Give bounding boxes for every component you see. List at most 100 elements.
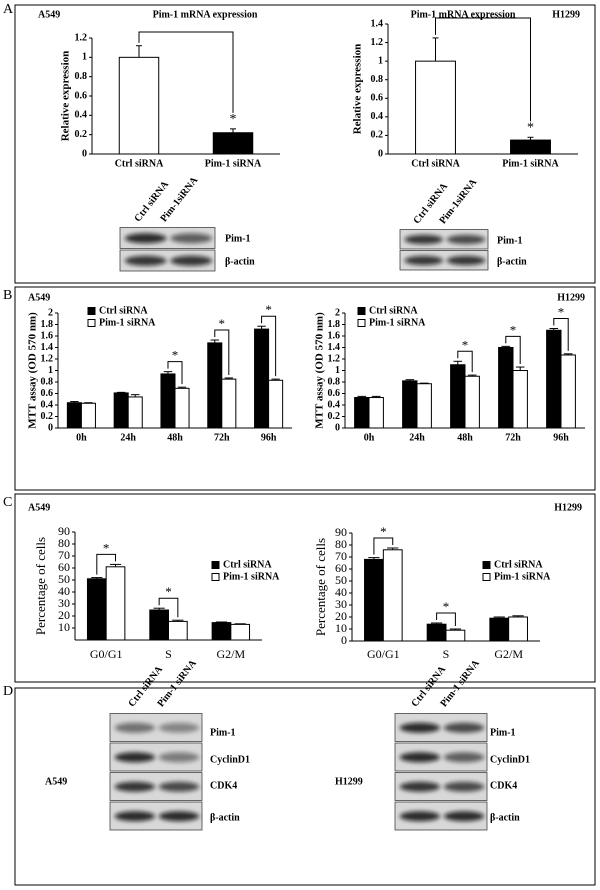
panel-letter: B — [3, 288, 12, 303]
legend-swatch — [482, 573, 491, 581]
bar — [508, 616, 528, 642]
y-tick-label: 70 — [335, 549, 347, 563]
bar — [382, 549, 403, 642]
blot-band — [446, 255, 486, 266]
significance-star: * — [527, 121, 534, 136]
significance-bracket — [373, 537, 394, 555]
y-axis-label: MTT assay (OD 570 nm) — [314, 312, 326, 429]
x-tick-label: 72h — [505, 432, 521, 443]
blot-band — [158, 781, 200, 792]
panel-letter: C — [3, 495, 12, 510]
legend-swatch — [482, 561, 491, 569]
cell-line-label: H1299 — [554, 502, 582, 513]
blot-band — [443, 722, 485, 733]
y-tick-label: 70 — [58, 548, 70, 562]
y-tick-label: 0.8 — [328, 376, 341, 387]
x-tick-label: 72h — [214, 432, 230, 443]
y-axis-label: Relative expression — [60, 51, 72, 142]
blot-band — [114, 811, 156, 822]
y-tick-label: 0.2 — [41, 411, 54, 422]
y-tick-label: 1.8 — [41, 319, 54, 330]
y-tick-label: 50 — [335, 573, 347, 587]
bar — [450, 364, 466, 429]
blot-band — [399, 722, 441, 733]
y-axis-label: MTT assay (OD 570 nm) — [27, 312, 39, 429]
bar — [254, 328, 270, 429]
y-tick-label: 0.4 — [41, 399, 54, 410]
x-tick-label: Ctrl siRNA — [115, 158, 164, 169]
y-tick-label: 0.8 — [371, 74, 384, 85]
bar — [512, 370, 528, 429]
y-axis-label: Percentage of cells — [313, 538, 328, 636]
y-tick-label: 10 — [58, 620, 70, 634]
bar — [464, 375, 480, 429]
bar — [207, 342, 223, 429]
legend-label: Pim-1 siRNA — [99, 317, 156, 328]
x-tick-label: G2/M — [494, 647, 523, 661]
protein-label: CDK4 — [210, 780, 237, 791]
significance-star: * — [558, 305, 565, 320]
y-tick-label: 0.2 — [75, 129, 88, 140]
blot-band — [443, 811, 485, 822]
x-tick-label: 48h — [167, 432, 183, 443]
protein-label: β-actin — [225, 256, 255, 267]
x-tick-label: S — [165, 647, 172, 661]
bar — [489, 617, 510, 642]
legend-swatch — [211, 561, 220, 569]
bar — [268, 379, 284, 429]
significance-bracket — [158, 597, 179, 618]
blot-strip — [399, 250, 489, 271]
y-tick-label: 30 — [58, 596, 70, 610]
y-tick-label: 1.2 — [75, 32, 88, 43]
cell-line-label: H1299 — [557, 292, 585, 303]
blot-band — [158, 752, 200, 763]
bar — [149, 609, 170, 641]
y-tick-label: 20 — [58, 608, 70, 622]
bar — [354, 397, 370, 429]
bar — [510, 139, 551, 155]
x-tick-label: 96h — [553, 432, 569, 443]
protein-label: β-actin — [210, 812, 240, 823]
y-tick-label: 80 — [58, 536, 70, 550]
protein-label: Pim-1 — [497, 235, 523, 246]
legend-swatch — [211, 573, 220, 581]
bar — [560, 354, 576, 429]
blot-band — [399, 752, 441, 763]
bar — [105, 566, 126, 641]
x-tick-label: G0/G1 — [367, 647, 400, 661]
y-tick-label: 1.4 — [371, 18, 384, 29]
y-tick-label: 40 — [58, 584, 70, 598]
blot-strip — [119, 249, 216, 272]
cell-line-label: A549 — [38, 9, 60, 20]
x-tick-label: 96h — [261, 432, 277, 443]
significance-bracket — [505, 335, 521, 365]
bar — [66, 402, 82, 429]
bar — [415, 60, 456, 155]
y-tick-label: 40 — [335, 585, 347, 599]
y-tick-label: 0.2 — [371, 130, 384, 141]
significance-star: * — [380, 524, 387, 539]
y-tick-label: 20 — [335, 609, 347, 623]
significance-bracket — [457, 350, 473, 373]
lane-label: Pim-1 siRNA — [439, 657, 483, 709]
x-tick-label: 48h — [457, 432, 473, 443]
bar — [211, 622, 232, 641]
blot-band — [114, 722, 156, 733]
significance-star: * — [172, 348, 179, 363]
bar — [426, 623, 447, 642]
panel-box — [14, 687, 596, 886]
y-tick-label: 1.2 — [371, 37, 384, 48]
x-tick-label: G0/G1 — [90, 647, 123, 661]
y-tick-label: 0.4 — [328, 399, 341, 410]
blot-band — [404, 234, 444, 245]
blot-band — [443, 781, 485, 792]
bar — [402, 380, 418, 429]
bar — [86, 578, 107, 641]
bar — [364, 558, 384, 642]
bar — [416, 383, 432, 429]
y-tick-label: 30 — [335, 597, 347, 611]
cell-line-label: A549 — [28, 502, 50, 513]
legend-swatch — [87, 307, 96, 315]
y-tick-label: 0 — [82, 148, 87, 159]
